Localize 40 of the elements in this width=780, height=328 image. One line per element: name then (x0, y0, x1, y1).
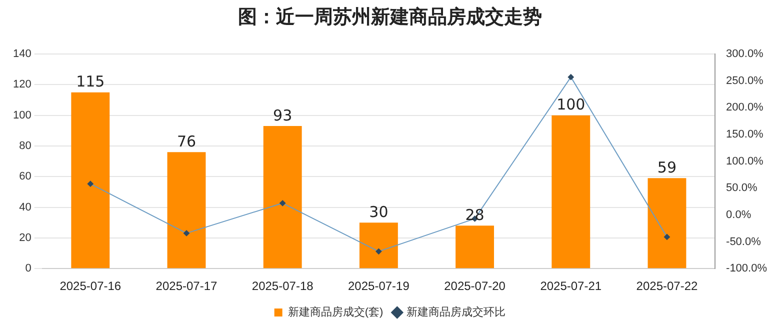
y-tick-label: 40 (19, 201, 32, 214)
data-label: 76 (176, 132, 196, 150)
data-label: 115 (76, 72, 105, 91)
y2-tick-label: 0.0% (726, 208, 752, 221)
y2-tick-label: -100.0% (726, 262, 768, 275)
x-tick-label: 2025-07-21 (540, 279, 602, 294)
x-tick-label: 2025-07-16 (60, 279, 122, 294)
y-tick-label: 120 (12, 78, 32, 91)
y2-tick-label: 50.0% (726, 182, 758, 194)
x-tick-label: 2025-07-22 (636, 279, 698, 294)
bar (648, 178, 686, 268)
y-tick-label: 60 (19, 170, 32, 183)
bar (359, 222, 398, 268)
x-tick-label: 2025-07-19 (348, 279, 410, 294)
y2-tick-label: 100.0% (726, 155, 764, 168)
bar (456, 226, 494, 268)
bar (263, 126, 302, 268)
data-label: 93 (273, 106, 292, 124)
bar (552, 115, 590, 268)
data-label: 100 (556, 96, 586, 114)
y2-tick-label: -50.0% (726, 236, 762, 248)
x-tick-label: 2025-07-17 (156, 279, 218, 294)
y-tick-label: 100 (12, 109, 32, 122)
legend-label: 新建商品房成交(套) (288, 306, 384, 319)
y-tick-label: 80 (19, 140, 32, 152)
x-tick-label: 2025-07-18 (252, 279, 314, 294)
y-tick-label: 140 (12, 48, 32, 60)
y2-tick-label: 200.0% (726, 102, 764, 114)
chart-title: 图：近一周苏州新建商品房成交走势 (237, 5, 543, 30)
x-tick-label: 2025-07-20 (444, 279, 506, 294)
bar (167, 152, 206, 268)
legend-label: 新建商品房成交环比 (406, 306, 506, 319)
y2-tick-label: 300.0% (726, 48, 764, 60)
y2-tick-label: 150.0% (726, 128, 764, 141)
bar (71, 92, 110, 268)
data-label: 59 (657, 158, 677, 177)
data-label: 30 (369, 203, 388, 222)
y-tick-label: 0 (25, 262, 32, 275)
y2-tick-label: 250.0% (726, 74, 764, 87)
y-tick-label: 20 (19, 232, 32, 244)
